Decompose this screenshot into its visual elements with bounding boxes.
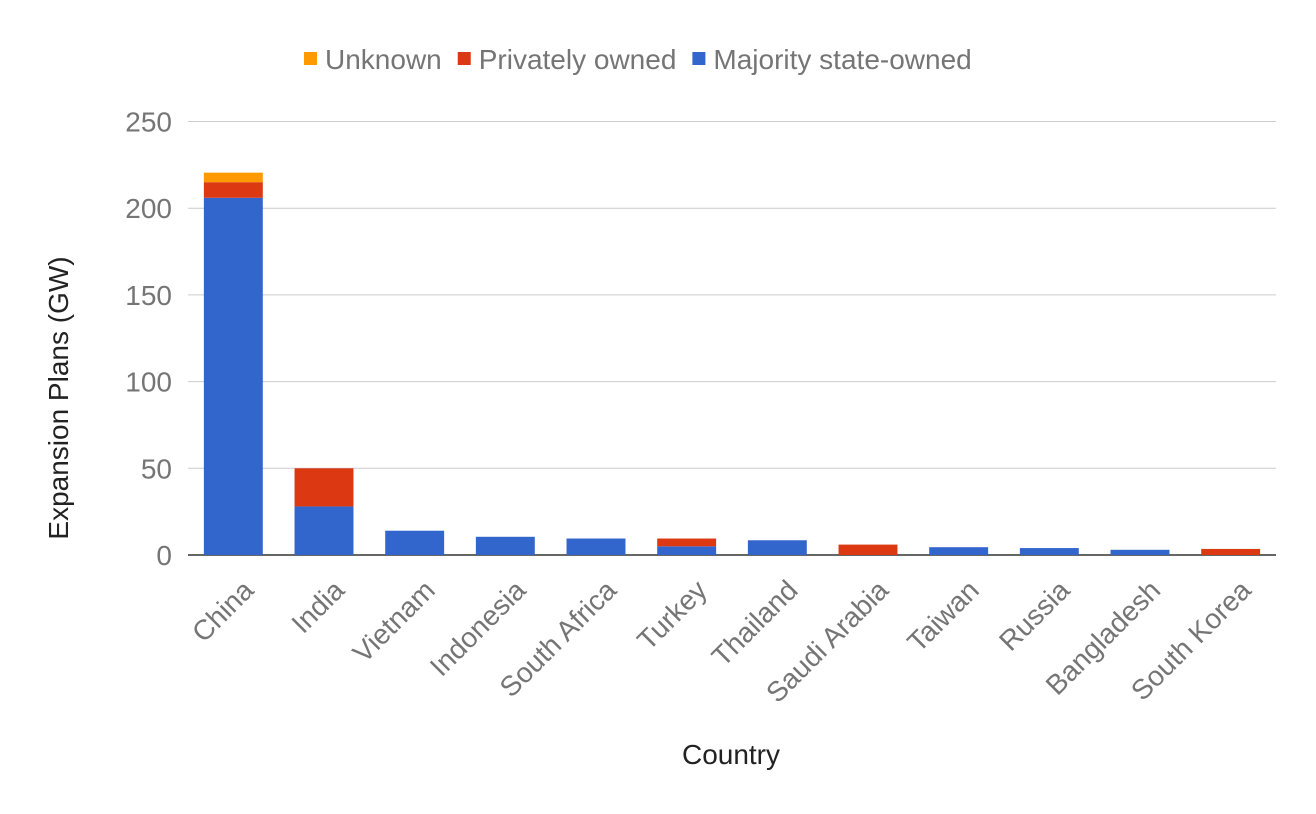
y-tick-label: 50 <box>141 453 172 484</box>
bar-segment-privately-owned <box>294 468 354 507</box>
x-tick-label: Taiwan <box>901 574 985 658</box>
bar-segment-majority-state-owned <box>929 547 989 555</box>
x-tick-label: Vietnam <box>347 574 441 668</box>
legend-label: Unknown <box>325 44 442 75</box>
y-axis-title: Expansion Plans (GW) <box>43 256 74 539</box>
legend: Unknown Privately owned Majority state-own… <box>304 44 972 75</box>
y-tick-label: 200 <box>125 193 172 224</box>
bar-segment-majority-state-owned <box>203 197 263 555</box>
y-tick-label: 0 <box>156 540 172 571</box>
y-tick-label: 100 <box>125 367 172 398</box>
x-tick-label: China <box>186 574 260 648</box>
bar-segment-majority-state-owned <box>294 506 354 555</box>
bar-segment-majority-state-owned <box>1019 548 1079 555</box>
bar-segment-unknown <box>203 172 263 183</box>
x-axis-title: Country <box>682 739 780 770</box>
bar-segment-majority-state-owned <box>385 530 445 555</box>
bar-segment-privately-owned <box>203 182 263 198</box>
y-axis-ticks: 0 50 100 150 200 250 <box>125 107 172 572</box>
legend-swatch <box>692 52 706 65</box>
gridlines <box>188 121 1276 556</box>
bar-segment-majority-state-owned <box>566 538 626 555</box>
legend-label: Privately owned <box>479 44 677 75</box>
bar-segment-majority-state-owned <box>747 540 807 555</box>
legend-swatch <box>304 52 317 65</box>
y-tick-label: 150 <box>125 280 172 311</box>
bars <box>203 172 1261 555</box>
bar-segment-majority-state-owned <box>475 536 535 555</box>
bar-segment-privately-owned <box>1201 548 1261 555</box>
y-tick-label: 250 <box>125 107 172 138</box>
bar-segment-privately-owned <box>838 544 898 555</box>
x-tick-label: Turkey <box>631 574 713 656</box>
bar-segment-majority-state-owned <box>1110 549 1170 555</box>
bar-segment-privately-owned <box>657 538 717 547</box>
legend-label: Majority state-owned <box>713 44 971 75</box>
legend-swatch <box>457 52 471 65</box>
x-tick-label: India <box>285 574 350 639</box>
x-tick-label: Russia <box>993 574 1076 657</box>
bar-segment-majority-state-owned <box>657 546 717 555</box>
